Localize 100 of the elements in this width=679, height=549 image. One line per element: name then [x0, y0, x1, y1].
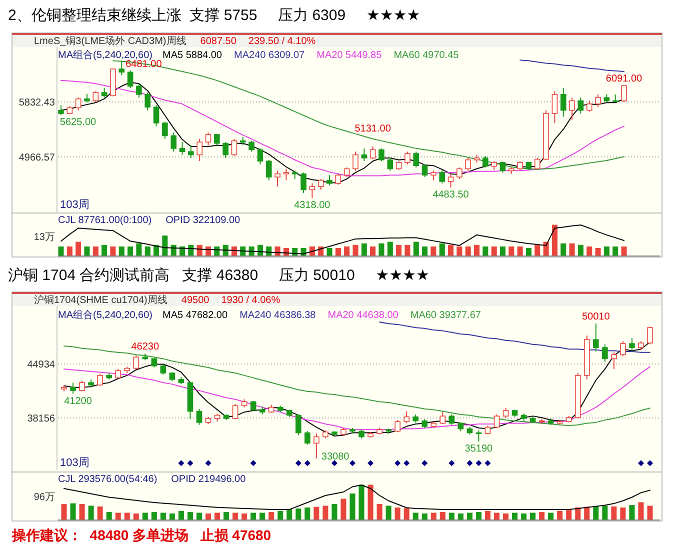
text: MA240 6309.07 [234, 50, 306, 61]
text: MA5 47682.00 [162, 310, 228, 321]
text: MA20 44638.00 [328, 310, 399, 321]
bar [484, 511, 490, 520]
annotation: 5131.00 [354, 123, 392, 134]
bar [76, 242, 82, 256]
text: MA20 5449.85 [316, 50, 382, 61]
bar [322, 506, 328, 520]
bar [162, 236, 168, 256]
bar [84, 246, 90, 256]
text: MA240 46386.38 [240, 310, 316, 321]
candlestick [118, 60, 125, 76]
bar [500, 246, 506, 256]
bar [340, 498, 346, 520]
text: 239.50 / 4.10% [248, 36, 316, 47]
bar [232, 512, 238, 520]
candlestick [560, 88, 566, 118]
bar [110, 246, 116, 256]
text: 13万 [34, 232, 55, 243]
candlestick [552, 90, 558, 124]
bar [569, 243, 575, 256]
bar [88, 506, 94, 520]
bar [151, 512, 157, 520]
candlestick [179, 142, 186, 156]
candlestick [70, 382, 76, 394]
candlestick [314, 433, 320, 459]
y-tick-label: 4966.57 [18, 152, 56, 164]
annotation: 4483.50 [432, 190, 470, 201]
bar [647, 506, 653, 520]
annotation: 5625.00 [60, 117, 97, 128]
bar [534, 244, 540, 256]
bar [430, 512, 436, 520]
bar [92, 246, 98, 256]
bar [260, 512, 266, 520]
bar [440, 512, 446, 520]
annotation: 49500 [181, 295, 210, 306]
bar [350, 494, 356, 520]
bar [491, 246, 497, 256]
bar [97, 506, 103, 520]
annotation: 46230 [131, 342, 160, 353]
bar [638, 502, 644, 520]
bar [593, 506, 599, 520]
bar [466, 512, 472, 520]
bar [456, 246, 462, 256]
bar [543, 242, 549, 256]
bar [620, 508, 626, 520]
bar [278, 511, 284, 520]
bar [368, 484, 374, 520]
bar [430, 246, 436, 256]
text: 96万 [34, 492, 55, 503]
bar [404, 244, 410, 256]
bar [394, 508, 400, 520]
bar [387, 242, 393, 256]
bar [335, 248, 341, 256]
bar [508, 246, 514, 256]
chart-title: 沪铜 1704 合约测试前高 支撑 46380 压力 50010 ★★★★ [8, 267, 430, 284]
bar [526, 248, 532, 256]
annotation: 35190 [464, 444, 494, 455]
candlestick [274, 170, 280, 188]
bar [376, 504, 382, 520]
annotation: CJL 293576.00(54:46) [58, 474, 158, 485]
bar [578, 244, 584, 256]
bar [404, 508, 410, 520]
y-tick-label: 38156 [27, 414, 56, 425]
annotation: 103周 [60, 457, 90, 469]
bar [314, 506, 320, 520]
bar [517, 246, 523, 256]
candlestick [358, 429, 364, 439]
bar [352, 244, 358, 256]
bar [296, 508, 302, 520]
annotation: 103周 [60, 199, 90, 211]
bar [629, 505, 635, 520]
bar [196, 512, 202, 520]
candlestick [240, 136, 246, 146]
bar [439, 243, 445, 256]
bar [358, 484, 364, 520]
bar [124, 512, 130, 520]
bar [560, 243, 566, 256]
bar [136, 243, 142, 256]
chart-subtitle: 沪铜1704(SHME cu1704)周线 [34, 294, 168, 306]
bar [595, 248, 601, 256]
bar [106, 512, 112, 520]
chart-subtitle: LmeS_铜3(LME场外 CAD3M)周线 [34, 35, 186, 47]
bar [160, 512, 166, 520]
bar [178, 511, 184, 520]
bar [118, 246, 124, 256]
y-tick-label: 44934 [27, 360, 56, 371]
bar [412, 512, 418, 520]
legend-title: MA组合(5,240,20,60) [58, 309, 152, 321]
bar [586, 246, 592, 256]
bar [326, 248, 332, 256]
bar [476, 512, 482, 520]
bar [621, 246, 627, 256]
annotation: 41200 [64, 396, 92, 407]
annotation: 33080 [321, 451, 350, 462]
bar [396, 244, 402, 256]
candlestick [578, 97, 584, 114]
bar [611, 506, 617, 520]
bar [612, 246, 618, 256]
bar [66, 246, 72, 256]
